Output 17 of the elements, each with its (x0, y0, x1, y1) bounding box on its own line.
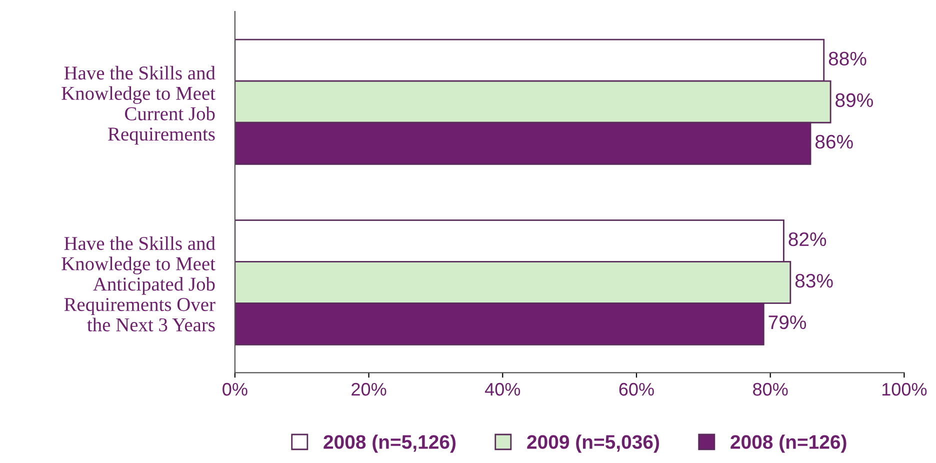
legend-label: 2008 (n=5,126) (324, 434, 456, 453)
data-label: 82% (788, 232, 826, 246)
legend-label: 2008 (n=126) (730, 434, 846, 453)
data-label: 88% (828, 52, 866, 66)
data-label: 79% (768, 315, 806, 330)
x-tick-label: 60% (619, 382, 654, 396)
data-label: 89% (836, 93, 873, 108)
y-tick-label: Have the Skills and Knowledge to Meet Current Job Requirements (62, 66, 216, 145)
y-tick-label: Have the Skills and Knowledge to Meet Anticipated Job Requirements Over the Next 3 Years (62, 236, 216, 332)
data-label: 86% (815, 134, 853, 149)
x-tick-label: 0% (222, 382, 248, 396)
x-tick-label: 80% (753, 382, 788, 396)
legend-label: 2009 (n=5,036) (527, 434, 660, 453)
x-tick-label: 100% (882, 382, 927, 396)
data-label: 83% (795, 274, 833, 288)
x-tick-label: 20% (352, 382, 386, 396)
x-tick-label: 40% (484, 382, 520, 396)
